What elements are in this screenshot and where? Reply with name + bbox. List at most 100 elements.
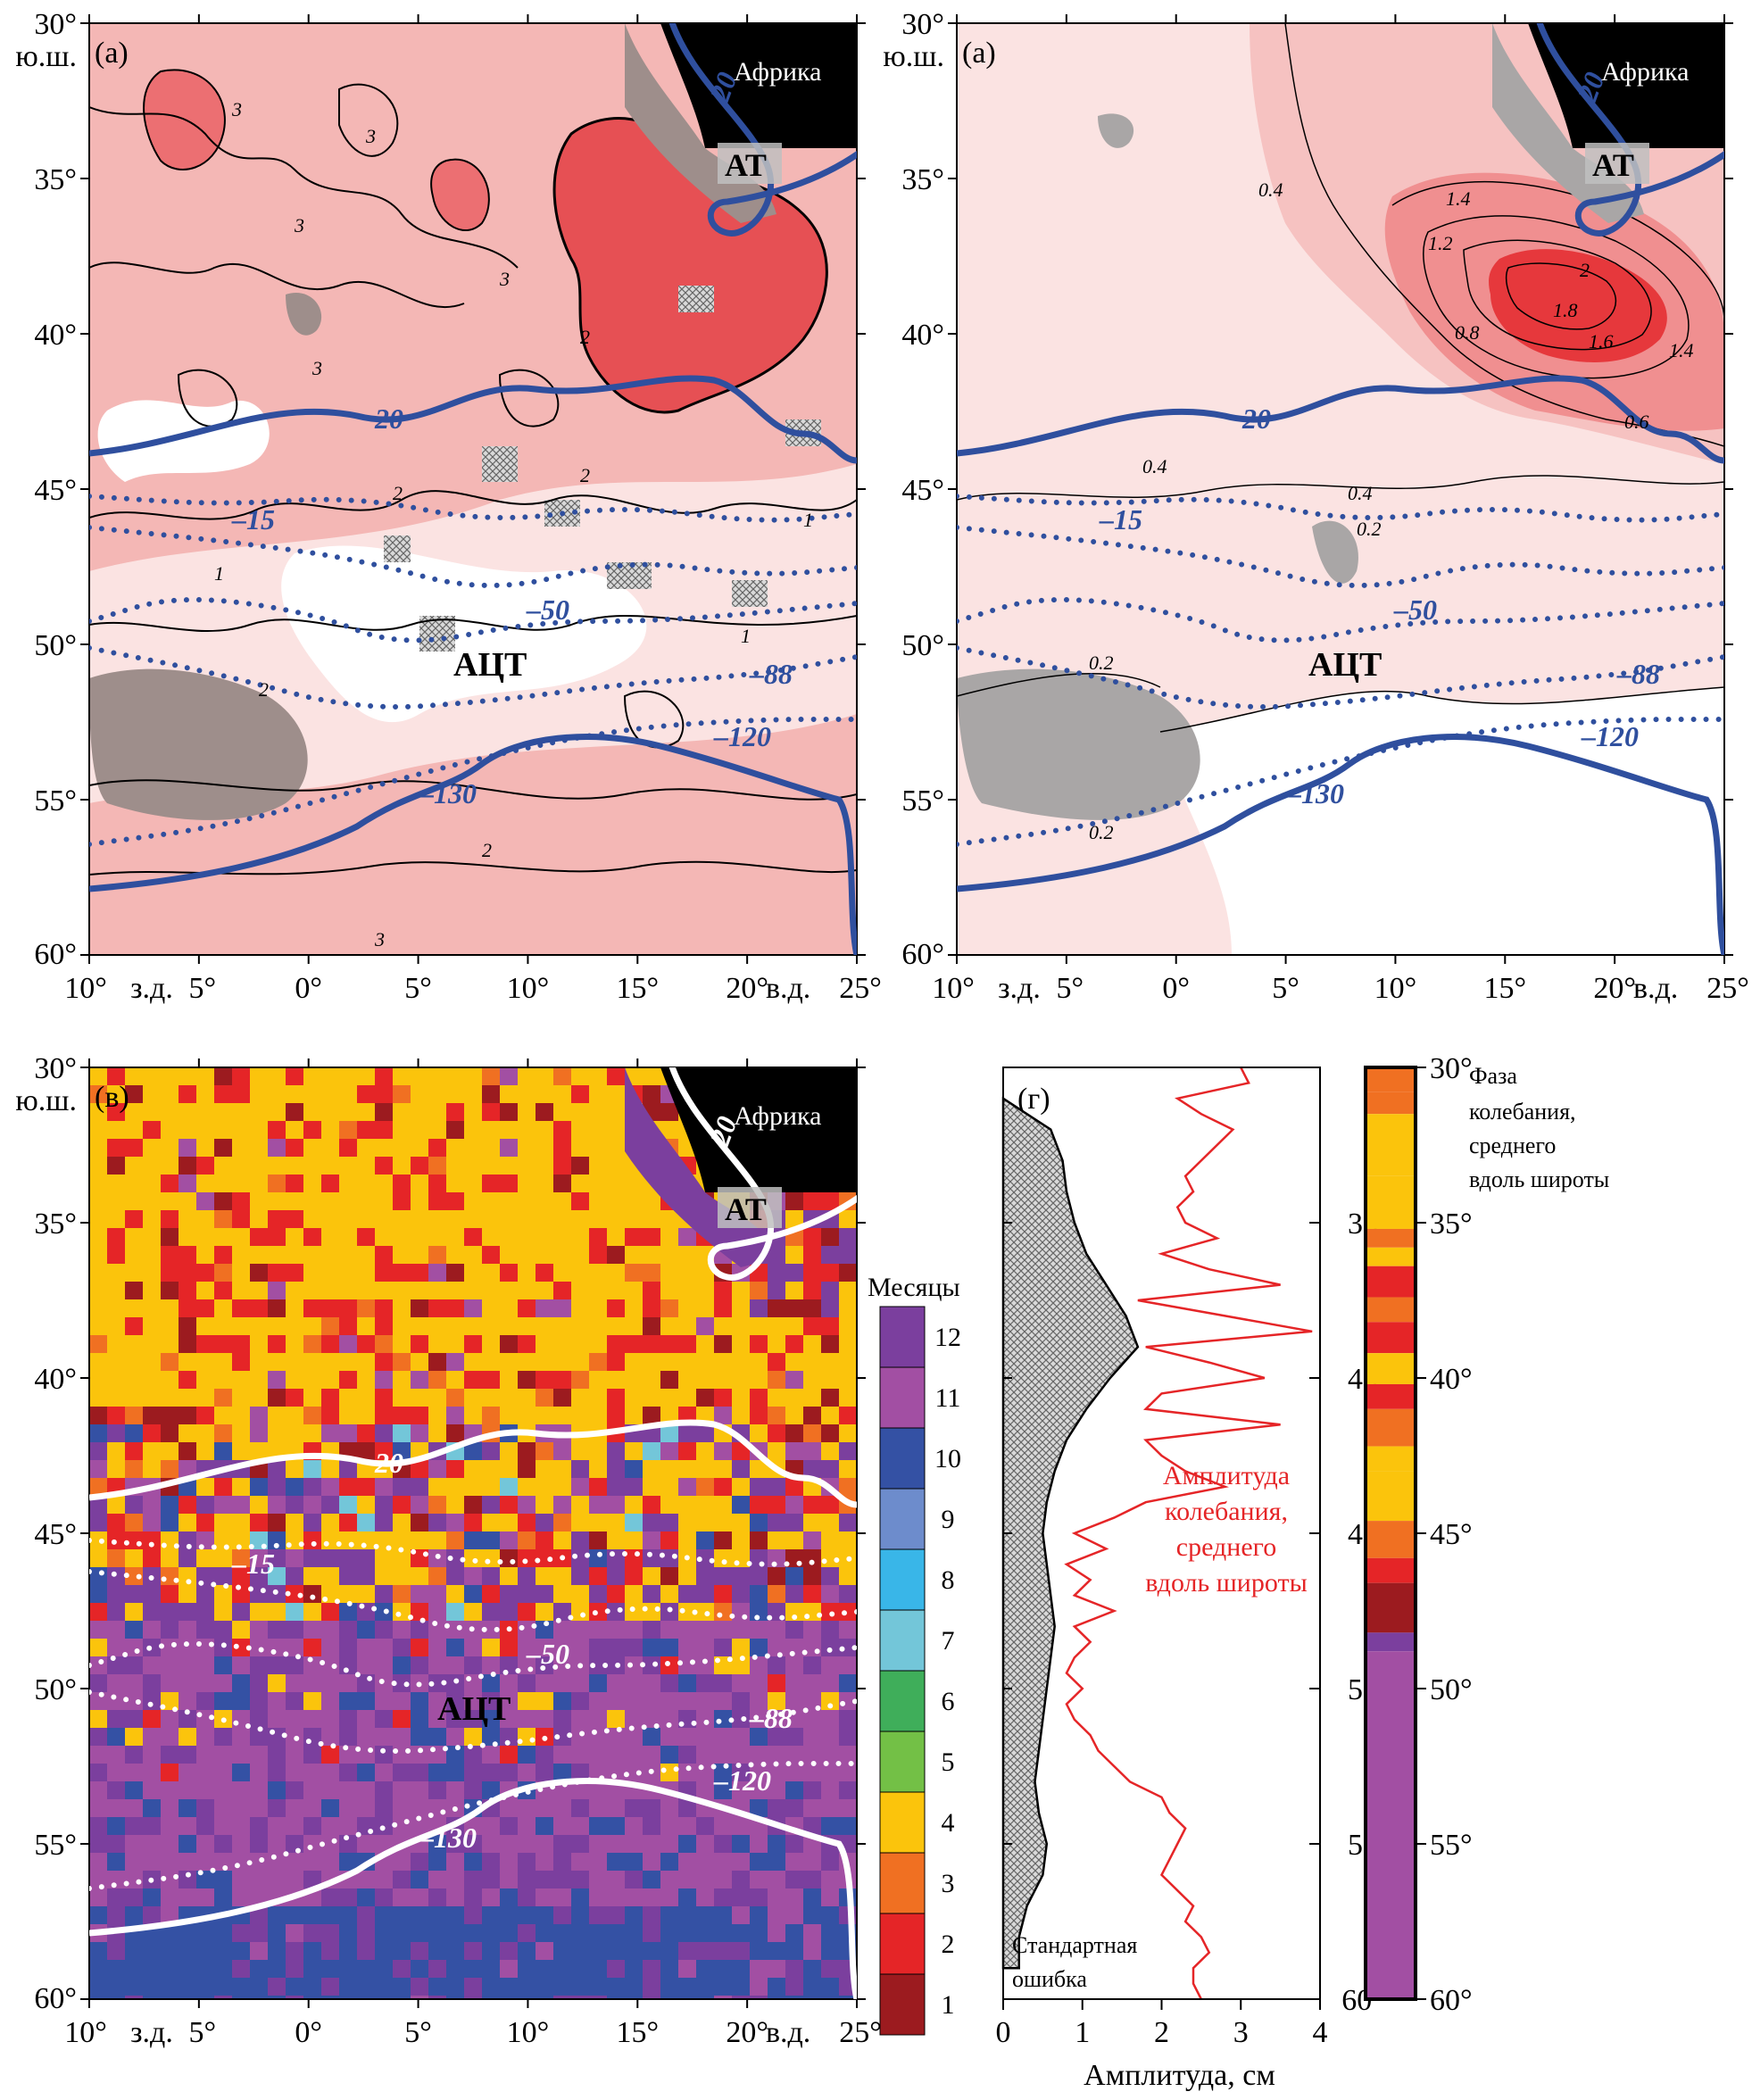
lon-east-label: в.д. [1633, 972, 1678, 1005]
phase-cell [571, 1692, 589, 1710]
phase-cell [232, 1067, 250, 1085]
phase-cell [625, 1549, 643, 1567]
phase-cell [375, 1567, 393, 1585]
phase-cell [286, 1549, 303, 1567]
phase-cell [625, 1817, 643, 1835]
phase-cell [161, 1674, 179, 1692]
phase-cell [125, 1817, 143, 1835]
phase-cell [321, 1531, 339, 1549]
phase-cell [268, 1799, 286, 1817]
phase-cell [250, 1692, 268, 1710]
phase-cell [518, 1996, 536, 1999]
phase-cell [214, 1157, 232, 1175]
phase-cell [589, 1942, 607, 1960]
phase-cell [196, 1264, 214, 1282]
phase-cell [107, 1353, 125, 1371]
phase-cell [732, 1460, 750, 1478]
phase-cell [464, 1175, 482, 1192]
phase-cell [411, 1853, 428, 1871]
phase-cell [393, 1621, 411, 1639]
phase-cell [839, 1746, 857, 1764]
phase-cell [125, 1424, 143, 1442]
contour-label: 2 [259, 678, 269, 701]
lat-tick-label: 55° [34, 1829, 77, 1862]
phase-cell [482, 1246, 500, 1264]
phase-cell [553, 1656, 571, 1674]
phase-cell [161, 1728, 179, 1746]
phase-cell [768, 1531, 785, 1549]
phase-cell [839, 1210, 857, 1228]
phase-cell [500, 1942, 518, 1960]
phase-cell [446, 1996, 464, 1999]
phase-cell [446, 1942, 464, 1960]
phase-cell [482, 1764, 500, 1781]
phase-cell [821, 1389, 839, 1407]
phase-cell [125, 1514, 143, 1531]
phase-cell [768, 1585, 785, 1603]
phase-cell [750, 1853, 768, 1871]
phase-cell [643, 1567, 660, 1585]
phase-cell [518, 1282, 536, 1299]
phase-cell [107, 1799, 125, 1817]
lat-tick-label: 30° [34, 8, 77, 41]
phase-cell [107, 1424, 125, 1442]
phase-cell [625, 1710, 643, 1728]
phase-cell [446, 1192, 464, 1210]
phase-cell [393, 1585, 411, 1603]
phase-tick-label: 55° [1430, 1829, 1473, 1862]
phase-cell [678, 1871, 696, 1888]
panel-a-white-zone [281, 545, 647, 723]
phase-cell [143, 1175, 161, 1192]
phase-cell [589, 1996, 607, 1999]
phase-cell [196, 1888, 214, 1906]
phase-cell [125, 1639, 143, 1656]
phase-cell [411, 1460, 428, 1478]
phase-cell [321, 1674, 339, 1692]
phase-cell [607, 1210, 625, 1228]
phase-cell [375, 1871, 393, 1888]
phase-cell [571, 1888, 589, 1906]
phase-cell [714, 1585, 732, 1603]
phase-cell [803, 1960, 821, 1978]
phase-cell [696, 1692, 714, 1710]
phase-cell [803, 1335, 821, 1353]
phase-cell [464, 1531, 482, 1549]
phase-cell [625, 1835, 643, 1853]
phase-cell [125, 1085, 143, 1103]
phase-cell [500, 1407, 518, 1424]
phase-cell [482, 1210, 500, 1228]
phase-cell [821, 1710, 839, 1728]
phase-cell [179, 1764, 196, 1781]
phase-cell [803, 1656, 821, 1674]
phase-cell [696, 1656, 714, 1674]
phase-cell [321, 1264, 339, 1282]
phase-cell [839, 1603, 857, 1621]
panel-b-red-core [1489, 249, 1667, 362]
phase-cell [143, 1960, 161, 1978]
phase-cell [107, 1264, 125, 1282]
phase-cell [321, 1746, 339, 1764]
phase-cell [732, 1817, 750, 1835]
act-label: АЦТ [1308, 646, 1382, 684]
phase-cell [286, 1067, 303, 1085]
phase-cell [214, 1103, 232, 1121]
phase-cell [107, 1407, 125, 1424]
phase-cell [375, 1317, 393, 1335]
phase-cell [643, 1442, 660, 1460]
phase-cell [607, 1621, 625, 1639]
phase-cell [553, 1192, 571, 1210]
phase-cell [214, 1282, 232, 1299]
phase-cell [714, 1353, 732, 1371]
phase-cell [732, 1407, 750, 1424]
phase-cell [268, 1085, 286, 1103]
phase-cell [714, 1674, 732, 1692]
phase-cell [625, 1764, 643, 1781]
phase-cell [553, 1710, 571, 1728]
phase-cell [214, 1192, 232, 1210]
phase-cell [803, 1567, 821, 1585]
phase-cell [214, 1603, 232, 1621]
phase-cell [286, 1853, 303, 1871]
x-tick-label: 0 [996, 2016, 1011, 2049]
phase-cell [161, 1210, 179, 1228]
